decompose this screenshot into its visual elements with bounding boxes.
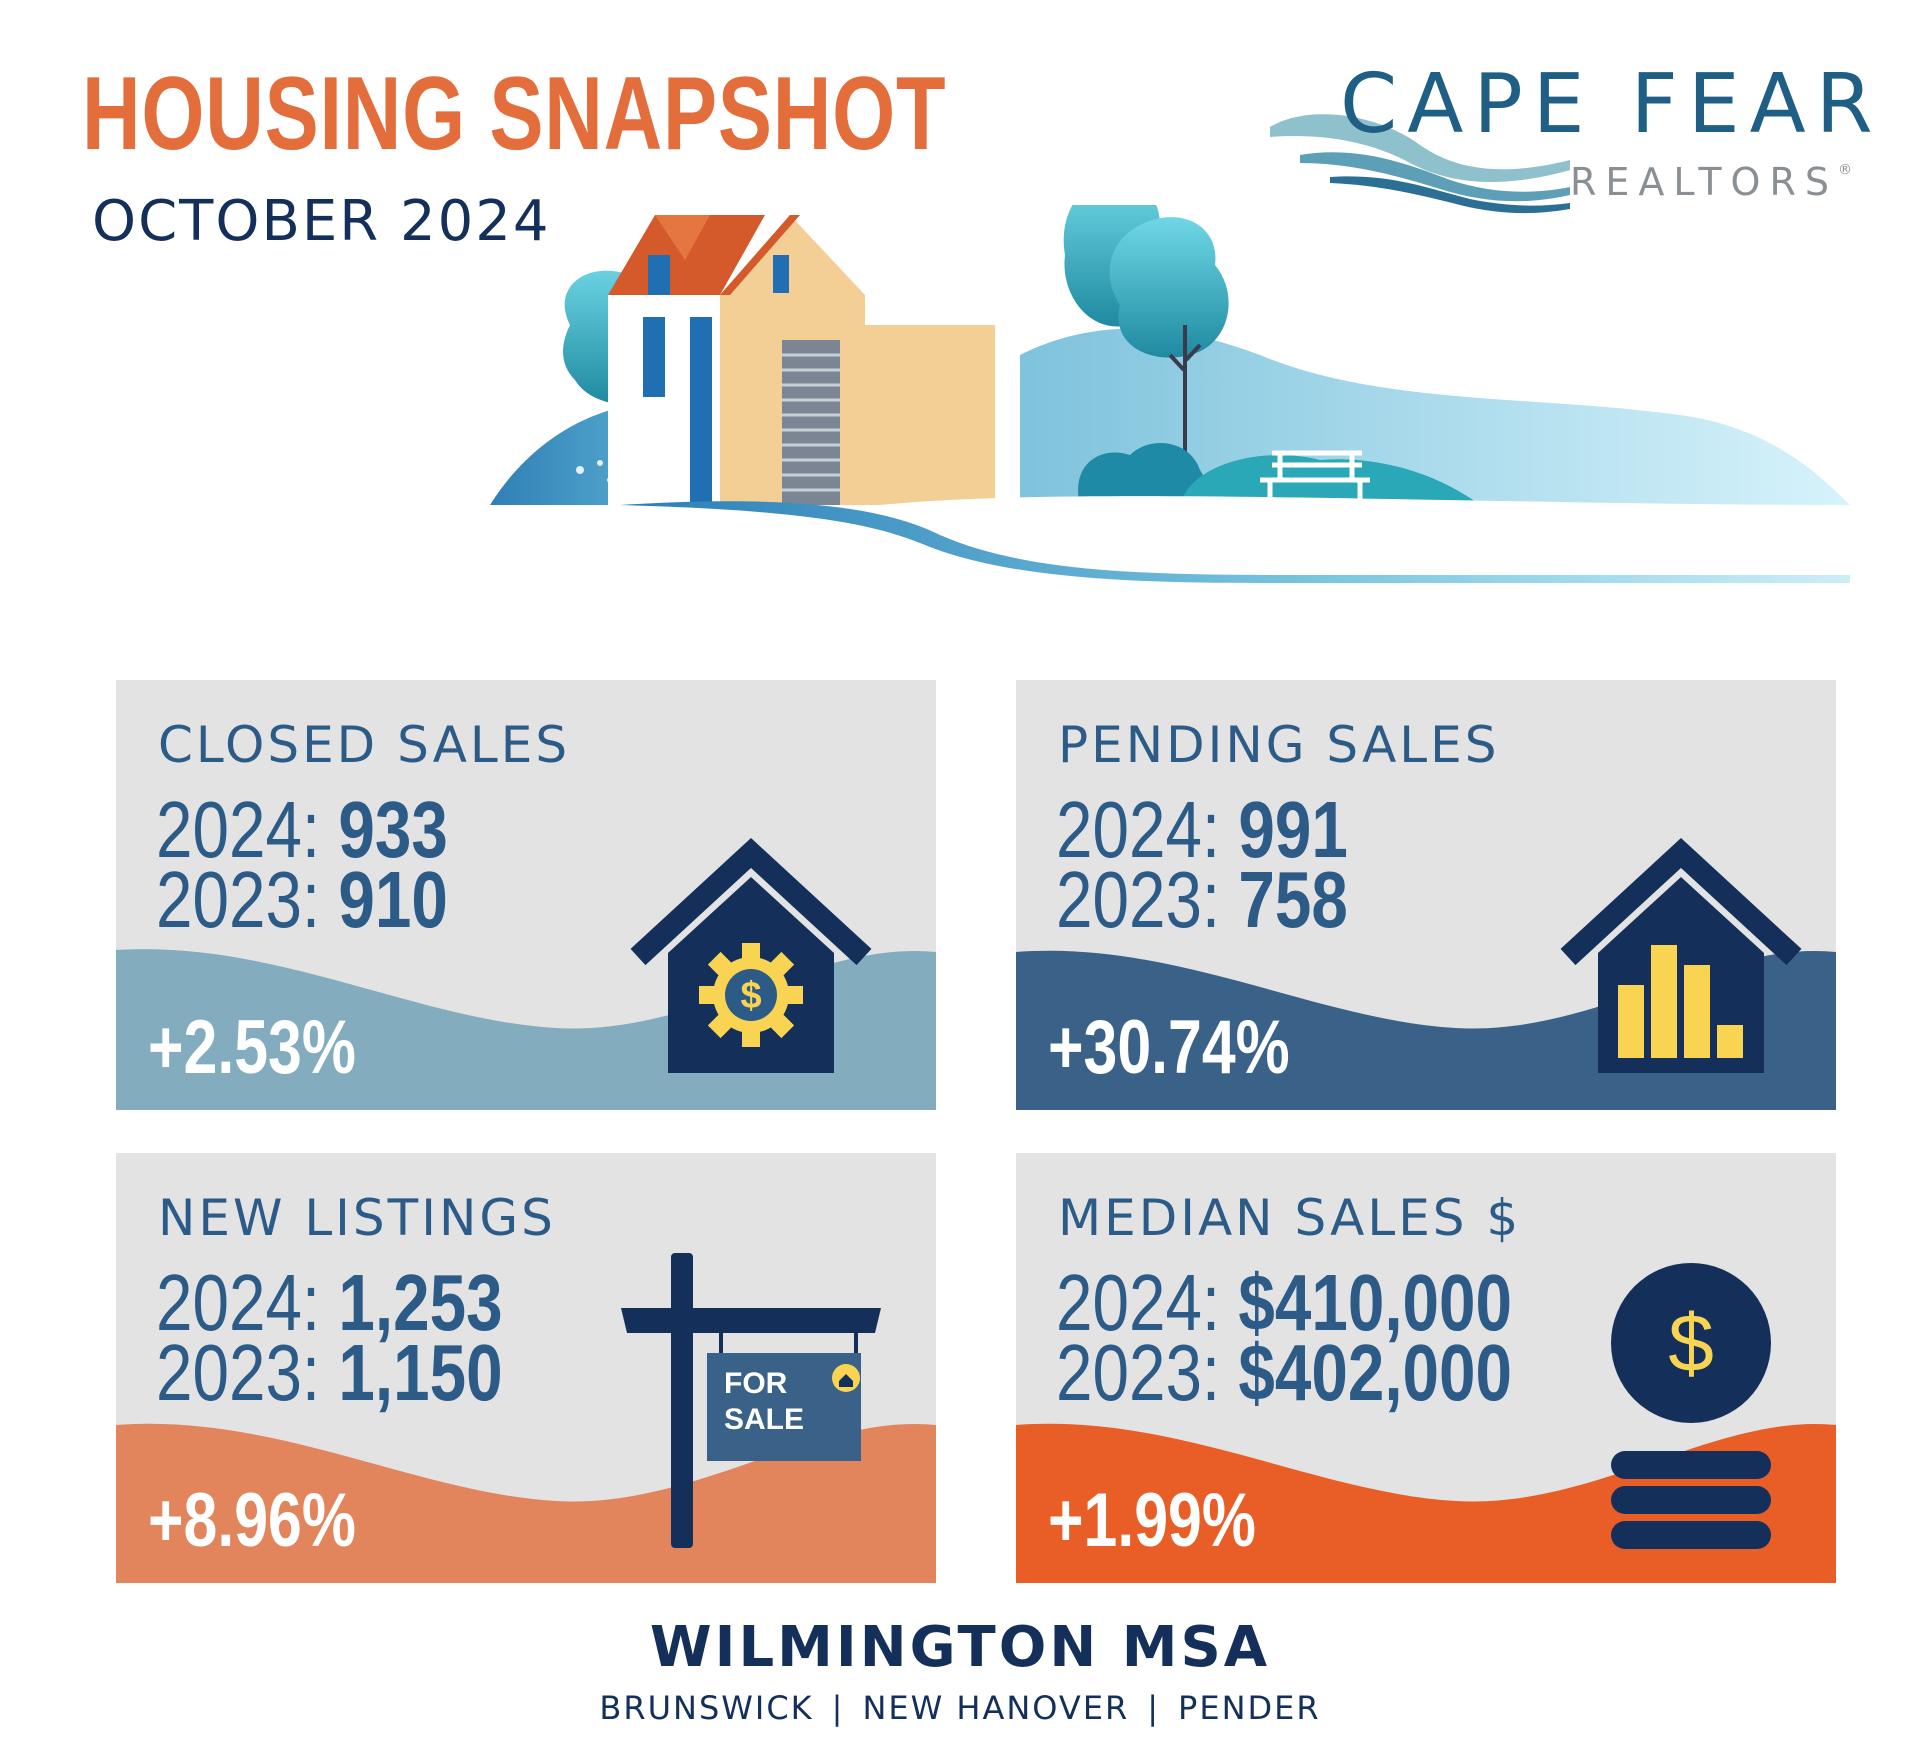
card-title: PENDING SALES <box>1058 716 1500 774</box>
card-median-sales: MEDIAN SALES $ 2024: $410,000 2023: $402… <box>1016 1153 1836 1583</box>
house-gear-dollar-icon: $ <box>630 838 872 1073</box>
card-title: NEW LISTINGS <box>158 1189 556 1247</box>
year-label: 2024: <box>1056 785 1221 874</box>
separator: | <box>831 1689 845 1727</box>
new-listings-wave <box>116 1423 936 1583</box>
coin-dollar-symbol: $ <box>1668 1298 1714 1389</box>
logo-subname-text: REALTORS <box>1570 160 1838 204</box>
year-label: 2024: <box>1056 1258 1221 1347</box>
logo-subname: REALTORS® <box>1570 163 1852 201</box>
house-bar-chart-icon <box>1560 838 1802 1073</box>
year-label: 2023: <box>156 1328 321 1417</box>
year-label: 2024: <box>156 1258 321 1347</box>
separator: | <box>1147 1689 1161 1727</box>
year-label: 2023: <box>1056 1328 1221 1417</box>
card-value-2023: 2023: 910 <box>156 860 448 940</box>
footer-counties: BRUNSWICK | NEW HANOVER | PENDER <box>0 1692 1920 1724</box>
card-title: MEDIAN SALES $ <box>1058 1189 1522 1247</box>
card-value-2024: 2024: $410,000 <box>1056 1263 1512 1343</box>
card-value-2024: 2024: 991 <box>1056 790 1348 870</box>
county-pender: PENDER <box>1178 1689 1321 1727</box>
footer-title: WILMINGTON MSA <box>649 1615 1271 1680</box>
county-new-hanover: NEW HANOVER <box>862 1689 1130 1727</box>
page-title: HOUSING SNAPSHOT <box>82 56 947 172</box>
year-value: 1,253 <box>338 1258 503 1347</box>
year-value: $402,000 <box>1238 1328 1513 1417</box>
year-value: 758 <box>1238 855 1348 944</box>
sign-text-for: FOR <box>724 1367 788 1400</box>
sign-text-sale: SALE <box>724 1403 804 1436</box>
logo-wave-icon <box>1270 114 1570 214</box>
year-value: 991 <box>1238 785 1348 874</box>
card-pending-sales: PENDING SALES 2024: 991 2023: 758 +30.74… <box>1016 680 1836 1110</box>
year-label: 2023: <box>1056 855 1221 944</box>
card-title: CLOSED SALES <box>158 716 571 774</box>
logo-name: CAPE FEAR <box>1340 57 1883 152</box>
card-value-2023: 2023: 1,150 <box>156 1333 503 1413</box>
year-label: 2023: <box>156 855 321 944</box>
year-value: 1,150 <box>338 1328 503 1417</box>
card-value-2024: 2024: 1,253 <box>156 1263 503 1343</box>
for-sale-sign-icon: FOR SALE <box>621 1253 881 1548</box>
svg-text:$: $ <box>740 975 761 1017</box>
house-scene-illustration <box>490 205 1850 583</box>
year-label: 2024: <box>156 785 321 874</box>
year-value: $410,000 <box>1238 1258 1513 1347</box>
year-value: 933 <box>338 785 448 874</box>
page-subtitle: OCTOBER 2024 <box>92 189 551 254</box>
card-value-2023: 2023: $402,000 <box>1056 1333 1512 1413</box>
year-value: 910 <box>338 855 448 944</box>
coin-stack-icon: $ <box>1611 1263 1771 1549</box>
card-new-listings: NEW LISTINGS 2024: 1,253 2023: 1,150 +8.… <box>116 1153 936 1583</box>
card-change-percent: +1.99% <box>1048 1478 1256 1563</box>
card-value-2024: 2024: 933 <box>156 790 448 870</box>
card-closed-sales: CLOSED SALES 2024: 933 2023: 910 +2.53% … <box>116 680 936 1110</box>
county-brunswick: BRUNSWICK <box>599 1689 814 1727</box>
logo-registered-mark: ® <box>1838 162 1852 178</box>
card-change-percent: +30.74% <box>1048 1005 1290 1090</box>
card-change-percent: +2.53% <box>148 1005 356 1090</box>
card-change-percent: +8.96% <box>148 1478 356 1563</box>
card-value-2023: 2023: 758 <box>1056 860 1348 940</box>
